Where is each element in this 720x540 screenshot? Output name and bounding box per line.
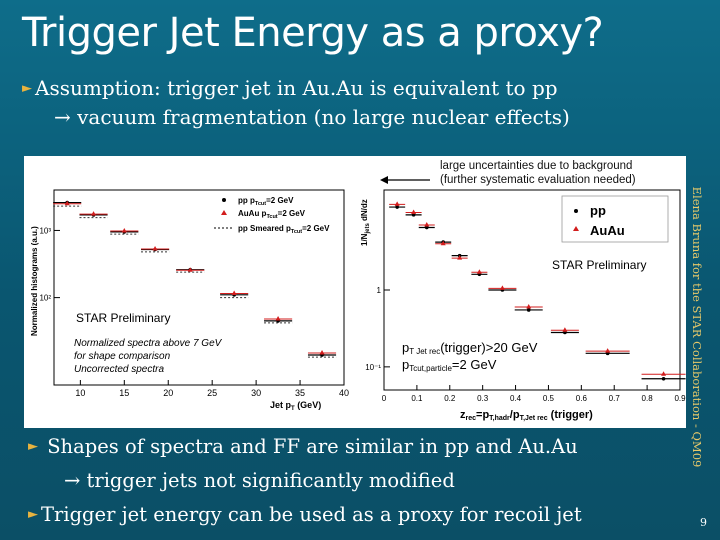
- left-ylabel: Normalized histograms (a.u.): [30, 226, 39, 336]
- uncertainty-note-line2: (further systematic evaluation needed): [440, 174, 636, 186]
- conclusion-bullet-1: ► Shapes of spectra and FF are similar i…: [28, 430, 688, 464]
- left-xtick-label: 35: [295, 388, 305, 398]
- slide-title: Trigger Jet Energy as a proxy?: [22, 10, 604, 56]
- left-auau-point: [231, 290, 237, 296]
- right-auau-point: [457, 255, 463, 260]
- right-auau-point: [394, 201, 400, 206]
- left-ytick-label: 10³: [39, 226, 51, 235]
- right-legend-auau: AuAu: [590, 223, 625, 238]
- conclusion-text-2: Trigger jet energy can be used as a prox…: [41, 503, 582, 526]
- author-sidebar: Elena Bruna for the STAR Collaboration -…: [686, 187, 708, 468]
- left-xtick-label: 15: [119, 388, 129, 398]
- left-legend-smeared: pp Smeared pTcut=2 GeV: [238, 224, 330, 235]
- right-cut-2: pTcut,particle=2 GeV: [402, 357, 497, 373]
- right-auau-point: [499, 285, 505, 290]
- right-pp-point: [661, 376, 666, 381]
- right-legend-pp: pp: [590, 203, 606, 218]
- left-xtick-label: 20: [163, 388, 173, 398]
- right-xtick-label: 0.9: [674, 394, 686, 403]
- legend-auau-marker: [221, 210, 227, 215]
- right-xtick-label: 0.5: [543, 394, 555, 403]
- right-xtick-label: 0.6: [576, 394, 588, 403]
- author-text: Elena Bruna for the STAR Collaboration -…: [690, 186, 704, 468]
- right-xtick-label: 0.3: [477, 394, 489, 403]
- left-xlabel: Jet pT (GeV): [270, 400, 321, 412]
- right-pp-point: [424, 225, 429, 230]
- figure-svg: large uncertainties due to background (f…: [30, 160, 686, 422]
- left-ytick-label: 10²: [39, 294, 51, 303]
- right-auau-point: [562, 327, 568, 332]
- legend-pp-marker-right: [574, 209, 578, 213]
- right-ytick-label: 10⁻¹: [365, 363, 381, 372]
- right-auau-point: [526, 304, 532, 309]
- conclusion-subtext: → trigger jets not significantly modifie…: [64, 469, 455, 492]
- assumption-text: Assumption: trigger jet in Au.Au is equi…: [35, 76, 558, 100]
- left-legend-auau: AuAu pTcut=2 GeV: [238, 209, 306, 220]
- left-note-2: for shape comparison: [74, 351, 171, 362]
- left-xtick-label: 30: [251, 388, 261, 398]
- left-legend-pp: pp pTcut=2 GeV: [238, 196, 294, 207]
- left-auau-point: [187, 267, 193, 272]
- triangle-bullet-icon: ►: [22, 81, 32, 96]
- left-note-3: Uncorrected spectra: [74, 364, 164, 375]
- right-auau-point: [476, 269, 482, 274]
- left-auau-point: [64, 200, 70, 206]
- right-pp-point: [526, 308, 531, 312]
- left-xtick-label: 10: [75, 388, 85, 398]
- right-pp-point: [395, 205, 399, 209]
- right-auau-point: [605, 348, 611, 353]
- note-arrow-head-icon: [380, 176, 388, 184]
- triangle-bullet-icon: ►: [28, 507, 38, 522]
- assumption-bullet: ► Assumption: trigger jet in Au.Au is equ…: [22, 74, 702, 131]
- right-legend: pp AuAu: [561, 195, 669, 243]
- right-auau-point: [424, 222, 430, 227]
- left-preliminary: STAR Preliminary: [76, 311, 170, 325]
- left-auau-point: [91, 211, 97, 216]
- left-auau-point: [275, 316, 281, 321]
- left-legend: pp pTcut=2 GeV AuAu pTcut=2 GeV pp Smear…: [214, 196, 330, 235]
- conclusion-bullet-2: ► Trigger jet energy can be used as a pro…: [28, 498, 688, 532]
- figure-panel: large uncertainties due to background (f…: [24, 156, 686, 428]
- right-preliminary: STAR Preliminary: [552, 258, 646, 272]
- left-note-1: Normalized spectra above 7 GeV: [74, 338, 223, 349]
- right-cut-1: pT Jet rec(trigger)>20 GeV: [402, 340, 538, 356]
- left-auau-point: [319, 349, 325, 355]
- page-number: 9: [700, 516, 707, 529]
- legend-auau-marker-right: [573, 226, 579, 231]
- right-xtick-label: 0.7: [609, 394, 621, 403]
- right-xtick-label: 0.1: [411, 394, 423, 403]
- left-xtick-label: 40: [339, 388, 349, 398]
- legend-pp-marker: [222, 198, 226, 202]
- right-ylabel: 1/Njets dN/dz: [360, 199, 371, 246]
- right-legend-box: [561, 195, 669, 243]
- right-xtick-label: 0.2: [444, 394, 456, 403]
- left-auau-point: [152, 245, 158, 251]
- uncertainty-note-line1: large uncertainties due to background: [440, 160, 632, 172]
- right-auau-point: [411, 209, 417, 214]
- right-xlabel: zrec=pT,hadr/pT,Jet rec (trigger): [460, 409, 593, 422]
- right-xtick-label: 0.8: [642, 394, 654, 403]
- left-plot: Normalized histograms (a.u.) 10³ 10² 10 15…: [30, 189, 349, 412]
- conclusion-text-1: Shapes of spectra and FF are similar in …: [47, 435, 578, 458]
- left-plot-frame: [53, 189, 345, 386]
- conclusion-bullets: ► Shapes of spectra and FF are similar i…: [28, 430, 688, 532]
- triangle-bullet-icon: ►: [28, 439, 38, 454]
- right-plot: 1/Njets dN/dz 1 10⁻¹ 0 0.1 0.2 0.3 0.4 0.5 0.6 0…: [360, 189, 686, 422]
- assumption-subtext: → vacuum fragmentation (no large nuclear…: [54, 105, 570, 129]
- right-auau-point: [440, 240, 446, 246]
- left-auau-point: [121, 228, 127, 233]
- right-xtick-label: 0.4: [510, 394, 522, 403]
- right-ytick-label: 1: [377, 286, 382, 295]
- right-auau-point: [661, 371, 667, 376]
- right-xtick-label: 0: [382, 394, 387, 403]
- left-xtick-label: 25: [207, 388, 217, 398]
